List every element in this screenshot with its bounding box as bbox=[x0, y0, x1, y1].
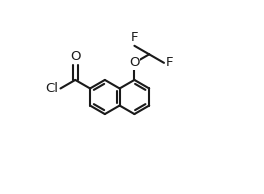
Text: O: O bbox=[70, 50, 81, 63]
Text: Cl: Cl bbox=[46, 82, 59, 95]
Text: F: F bbox=[166, 56, 173, 69]
Text: O: O bbox=[129, 56, 140, 69]
Text: F: F bbox=[131, 31, 138, 44]
